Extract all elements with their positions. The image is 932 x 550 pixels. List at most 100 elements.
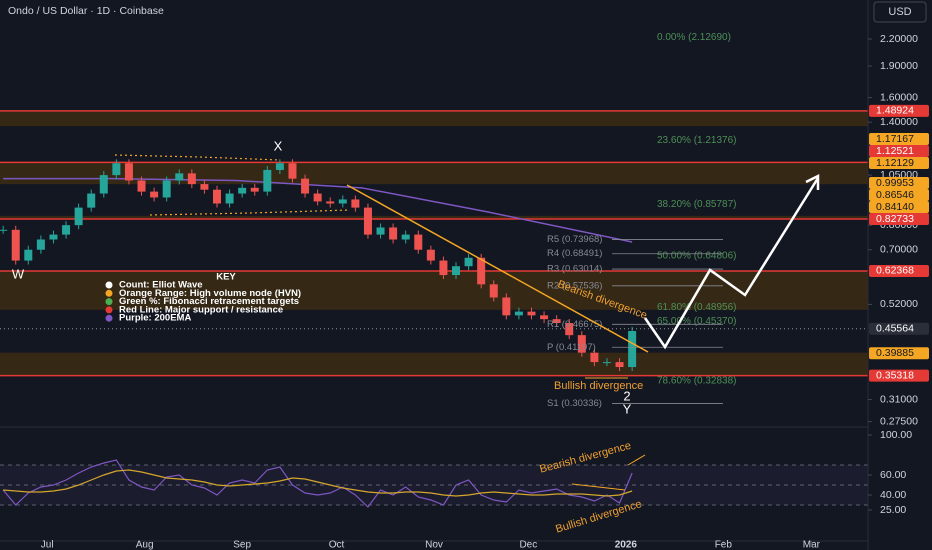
rsi-tick-label: 25.00 <box>880 504 906 516</box>
y-tick-label: 0.31000 <box>880 393 918 405</box>
price-label-box <box>869 104 929 117</box>
x-tick-label: Sep <box>233 540 251 550</box>
fib-label: 38.20% (0.85787) <box>657 199 737 210</box>
zones <box>0 110 868 377</box>
key-dot <box>105 281 113 289</box>
price-label-box <box>869 145 929 158</box>
rsi-panel <box>0 459 868 508</box>
rsi-tick-label: 40.00 <box>880 489 906 501</box>
key-item: Orange Range: High volume node (HVN) <box>119 288 301 299</box>
candle <box>477 257 486 285</box>
price-label-box <box>869 322 929 335</box>
y-tick-label: 0.27500 <box>880 415 918 427</box>
hvn-zone <box>0 352 868 376</box>
key-item: Count: Elliot Wave <box>119 280 203 291</box>
x-tick-label: 2026 <box>615 540 638 550</box>
candle <box>74 207 83 226</box>
candle <box>238 187 247 194</box>
pivot-label: P (0.41197) <box>547 342 596 353</box>
price-label: 1.12129 <box>876 157 914 169</box>
pivot-label: R3 (0.63014) <box>547 264 602 275</box>
price-label-box <box>869 188 929 201</box>
fib-label: 61.80% (0.48956) <box>657 302 737 313</box>
price-label: 0.35318 <box>876 369 914 381</box>
annotation: Bullish divergence <box>554 380 643 392</box>
wave-label: Y <box>623 401 632 416</box>
x-tick-label: Mar <box>803 540 821 550</box>
axes: 2.200001.900001.600001.400001.050000.800… <box>41 33 929 550</box>
candle <box>11 229 20 261</box>
price-label-box <box>869 157 929 170</box>
currency[interactable]: USD <box>888 6 911 18</box>
candle <box>275 163 284 170</box>
price-label-box <box>869 133 929 146</box>
candle <box>313 193 322 202</box>
candle <box>514 311 523 316</box>
candle <box>439 260 448 276</box>
key-dot <box>105 289 113 297</box>
key-item: Red Line: Major support / resistance <box>119 304 283 315</box>
candle <box>150 191 159 198</box>
fib-label: 23.60% (1.21376) <box>657 135 737 146</box>
key-dot <box>105 298 113 306</box>
candle <box>414 234 423 250</box>
wave-label: W <box>12 266 25 281</box>
candle <box>464 257 473 267</box>
dotted-line <box>149 209 351 216</box>
rsi-tick-label: 60.00 <box>880 469 906 481</box>
candle <box>288 163 297 179</box>
y-tick-label: 2.20000 <box>880 33 918 45</box>
candle <box>389 227 398 240</box>
fib-label: 50.00% (0.64806) <box>657 251 737 262</box>
candle <box>213 189 221 204</box>
price-label: 0.99953 <box>876 177 914 189</box>
candle <box>175 173 184 181</box>
x-tick-label: Oct <box>329 540 345 550</box>
candle <box>527 311 536 316</box>
price-label-box <box>869 369 929 382</box>
candle <box>301 178 310 194</box>
candle <box>363 207 372 235</box>
rsi-ma-line <box>3 469 633 497</box>
fib-label: 65.00% (0.45370) <box>657 316 737 327</box>
ema-line <box>3 177 633 243</box>
hvn-zone <box>0 110 868 127</box>
candle <box>112 163 121 176</box>
key-dot <box>105 306 113 314</box>
candle <box>502 297 511 316</box>
candle <box>124 163 133 181</box>
y-tick-label: 1.40000 <box>880 116 918 128</box>
price-label-box <box>869 212 929 225</box>
plot: 0.00% (2.12690) 23.60% (1.21376) 38.20% (0… <box>0 32 868 409</box>
x-tick-label: Feb <box>715 540 733 550</box>
candle <box>137 180 146 192</box>
price-label: 0.84140 <box>876 201 914 213</box>
price-label-box <box>869 200 929 213</box>
price-label: 1.12521 <box>876 145 914 157</box>
wave-label: 2 <box>623 388 630 403</box>
price-label: 0.62368 <box>876 265 914 277</box>
pivot-label: R5 (0.73968) <box>547 234 602 245</box>
price-label: 0.39885 <box>876 347 914 359</box>
price-label: 0.45564 <box>876 323 914 335</box>
wave-label: X <box>274 138 283 153</box>
price-label-box <box>869 264 929 277</box>
candle <box>0 229 8 231</box>
candle <box>376 227 385 235</box>
x-tick-label: Jul <box>41 540 54 550</box>
price-label-box <box>869 347 929 360</box>
key-dot <box>105 314 113 322</box>
candle <box>552 319 561 324</box>
candle <box>351 199 360 208</box>
y-tick-label: 1.60000 <box>880 91 918 103</box>
currency-button[interactable] <box>873 1 927 23</box>
candle <box>338 199 347 204</box>
candle <box>577 335 586 353</box>
fib-label: 78.60% (0.32838) <box>657 376 737 387</box>
candle <box>263 169 272 192</box>
rsi-line <box>2 459 633 508</box>
candle <box>565 323 574 336</box>
hvn-zone <box>0 215 868 219</box>
